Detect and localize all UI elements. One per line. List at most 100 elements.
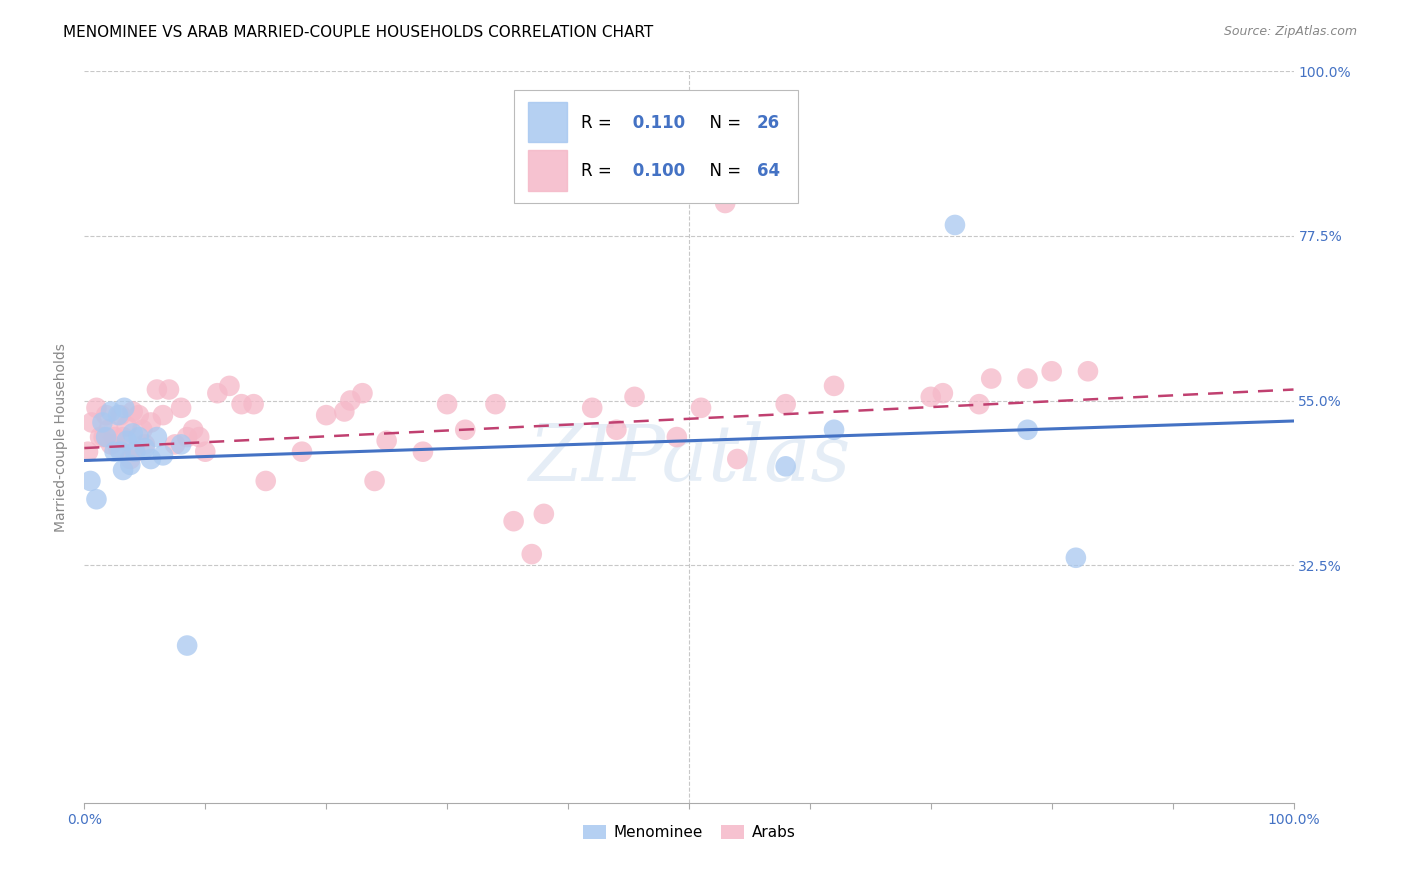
Point [170,437,193,451]
Point [714,196,737,211]
Point [152,408,174,422]
Point [89,430,111,444]
Text: 64: 64 [756,161,780,180]
Point [231,397,253,411]
Point [363,474,385,488]
Point [188,430,211,444]
Point [124,444,146,458]
Point [124,444,146,458]
Point [110,408,132,422]
Point [134,441,156,455]
Point [128,430,150,444]
Point [775,459,797,474]
Point [176,430,198,444]
Point [1040,364,1063,378]
Point [581,401,603,415]
Point [139,416,162,430]
Point [115,434,138,448]
Point [823,379,845,393]
Text: N =: N = [699,113,747,131]
Point [980,371,1002,385]
Point [520,547,543,561]
Point [1017,371,1039,385]
Point [775,397,797,411]
Point [79,474,101,488]
Point [181,423,204,437]
Point [120,458,142,472]
Point [134,437,156,451]
Point [943,218,966,232]
Point [665,430,688,444]
Point [80,416,103,430]
Point [112,401,135,415]
Point [170,401,193,415]
Point [94,408,117,422]
Point [218,379,240,393]
Point [333,404,356,418]
Point [1017,423,1039,437]
Point [97,423,120,437]
Point [121,404,143,418]
FancyBboxPatch shape [529,102,567,143]
Point [291,444,314,458]
Point [352,386,374,401]
Point [115,419,138,434]
Point [339,393,361,408]
Text: ZIPatlas: ZIPatlas [527,421,851,497]
Point [146,383,169,397]
Point [146,430,169,444]
Text: R =: R = [581,113,617,131]
Point [967,397,990,411]
Point [112,463,135,477]
Point [254,474,277,488]
Point [436,397,458,411]
Point [454,423,477,437]
FancyBboxPatch shape [529,151,567,191]
Text: 0.100: 0.100 [627,161,685,180]
Point [86,401,108,415]
Point [94,430,117,444]
Text: 26: 26 [756,113,780,131]
Point [157,383,180,397]
Text: N =: N = [699,161,747,180]
Point [131,423,153,437]
Point [920,390,942,404]
Point [110,444,132,458]
Point [86,492,108,507]
Point [112,430,135,444]
Point [725,452,748,467]
Point [104,430,127,444]
Point [932,386,955,401]
Point [823,423,845,437]
Point [1077,364,1099,378]
Point [152,448,174,462]
Point [315,408,337,422]
Point [207,386,229,401]
Point [502,514,524,528]
FancyBboxPatch shape [513,90,797,203]
Point [484,397,506,411]
Text: R =: R = [581,161,617,180]
Point [100,437,122,451]
Text: Source: ZipAtlas.com: Source: ZipAtlas.com [1223,25,1357,38]
Legend: Menominee, Arabs: Menominee, Arabs [576,819,801,847]
Point [100,404,122,418]
Point [107,408,129,422]
Point [176,639,198,653]
Point [139,452,162,467]
Text: 0.110: 0.110 [627,113,685,131]
Point [165,437,187,451]
Point [623,390,645,404]
Point [104,444,127,458]
Point [93,430,115,444]
Point [375,434,398,448]
Point [120,452,142,467]
Point [242,397,264,411]
Point [121,426,143,441]
Point [91,416,114,430]
Point [690,401,713,415]
Point [107,441,129,455]
Point [194,444,217,458]
Point [77,444,100,458]
Point [605,423,627,437]
